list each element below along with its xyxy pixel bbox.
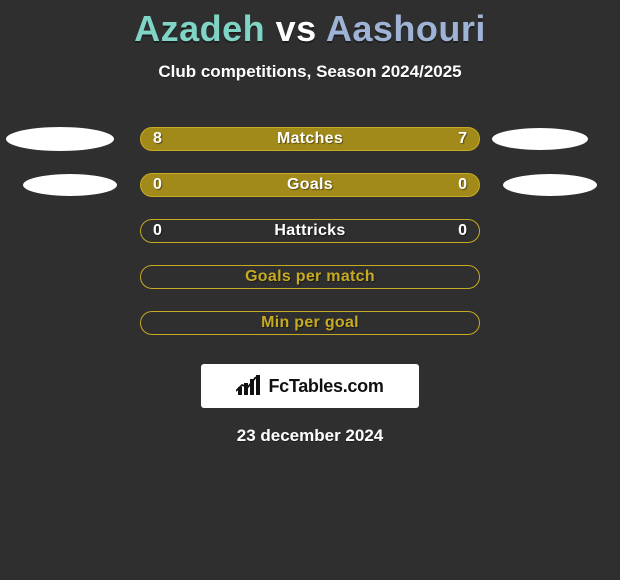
stat-value-left: 0 [153, 176, 162, 194]
source-badge-text: FcTables.com [268, 376, 383, 397]
stat-label: Min per goal [261, 314, 359, 332]
bar-chart-icon [236, 375, 262, 397]
vs-separator: vs [276, 8, 317, 49]
player-right-name: Aashouri [326, 8, 486, 49]
right-avatar-ellipse [492, 128, 588, 150]
player-left-name: Azadeh [134, 8, 265, 49]
stat-row: Goals per match [0, 254, 620, 300]
stat-label: Goals [287, 176, 333, 194]
date-text: 23 december 2024 [0, 426, 620, 446]
stat-row: Min per goal [0, 300, 620, 346]
stat-label: Matches [277, 130, 343, 148]
stat-row: 0 Goals 0 [0, 162, 620, 208]
stat-label: Hattricks [274, 222, 345, 240]
stat-value-left: 8 [153, 130, 162, 148]
stat-bar: Min per goal [140, 311, 480, 335]
stat-bar: Goals per match [140, 265, 480, 289]
left-avatar-ellipse [6, 127, 114, 151]
stat-row: 0 Hattricks 0 [0, 208, 620, 254]
stat-value-left: 0 [153, 222, 162, 240]
stat-bar: 0 Goals 0 [140, 173, 480, 197]
stat-value-right: 7 [458, 130, 467, 148]
subtitle-text: Club competitions, Season 2024/2025 [0, 62, 620, 82]
stats-rows-container: 8 Matches 7 0 Goals 0 0 Hattricks 0 Goals per mat… [0, 116, 620, 346]
stat-label: Goals per match [245, 268, 375, 286]
source-badge: FcTables.com [201, 364, 419, 408]
stat-bar: 8 Matches 7 [140, 127, 480, 151]
stat-row: 8 Matches 7 [0, 116, 620, 162]
stat-bar: 0 Hattricks 0 [140, 219, 480, 243]
left-avatar-ellipse [23, 174, 117, 196]
stat-value-right: 0 [458, 176, 467, 194]
comparison-title: Azadeh vs Aashouri [0, 0, 620, 50]
stat-value-right: 0 [458, 222, 467, 240]
right-avatar-ellipse [503, 174, 597, 196]
